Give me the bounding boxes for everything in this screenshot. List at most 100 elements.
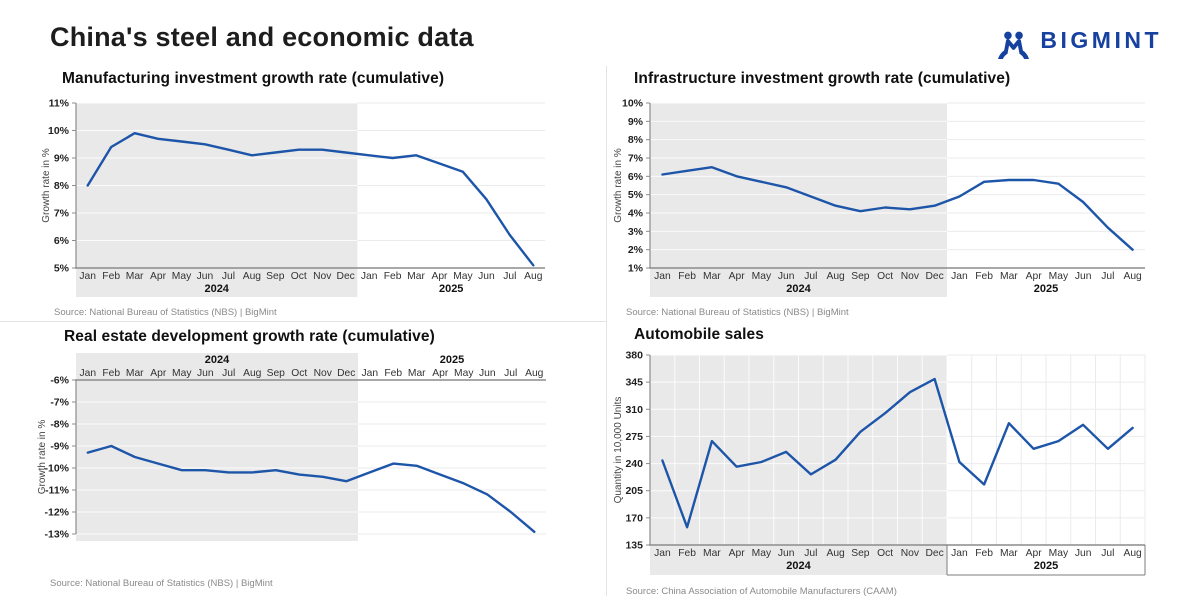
svg-text:Jun: Jun bbox=[479, 368, 496, 379]
svg-text:Jan: Jan bbox=[951, 548, 968, 559]
svg-text:-11%: -11% bbox=[45, 485, 70, 497]
svg-text:170: 170 bbox=[625, 512, 643, 524]
svg-text:Oct: Oct bbox=[877, 548, 893, 559]
svg-text:Jun: Jun bbox=[197, 271, 214, 282]
manufacturing-line-chart: 5% 6% 7% 8% 9% 10% 11% Jan Feb Mar Apr May Jun Jul Aug… bbox=[40, 95, 555, 304]
svg-text:2024: 2024 bbox=[205, 354, 230, 366]
svg-text:-8%: -8% bbox=[50, 419, 69, 431]
svg-text:Dec: Dec bbox=[337, 368, 355, 379]
svg-text:Aug: Aug bbox=[1123, 548, 1142, 559]
svg-text:380: 380 bbox=[625, 350, 643, 362]
svg-text:Jun: Jun bbox=[1075, 548, 1092, 559]
svg-text:7%: 7% bbox=[54, 208, 70, 220]
bigmint-logo-icon bbox=[998, 31, 1030, 59]
svg-text:Feb: Feb bbox=[384, 271, 402, 282]
svg-text:Growth rate in %: Growth rate in % bbox=[41, 148, 52, 223]
svg-text:9%: 9% bbox=[628, 116, 644, 128]
svg-text:Sep: Sep bbox=[851, 548, 870, 559]
bigmint-logo: BIGMINT bbox=[995, 22, 1162, 59]
svg-text:Jun: Jun bbox=[778, 548, 795, 559]
svg-text:6%: 6% bbox=[628, 171, 644, 183]
svg-text:2%: 2% bbox=[628, 244, 644, 256]
svg-text:Jun: Jun bbox=[478, 271, 495, 282]
svg-text:Mar: Mar bbox=[703, 271, 721, 282]
svg-text:Oct: Oct bbox=[877, 271, 893, 282]
svg-text:Jan: Jan bbox=[951, 271, 968, 282]
svg-text:7%: 7% bbox=[628, 153, 644, 165]
svg-text:2024: 2024 bbox=[204, 283, 229, 295]
svg-text:Oct: Oct bbox=[291, 271, 307, 282]
svg-text:240: 240 bbox=[625, 458, 643, 470]
svg-text:2025: 2025 bbox=[440, 354, 464, 366]
chart-title-manufacturing: Manufacturing investment growth rate (cu… bbox=[62, 70, 445, 87]
svg-text:Feb: Feb bbox=[384, 368, 402, 379]
svg-text:Feb: Feb bbox=[678, 271, 696, 282]
svg-text:May: May bbox=[1049, 548, 1069, 559]
svg-text:Jul: Jul bbox=[222, 271, 235, 282]
chart-source-infrastructure: Source: National Bureau of Statistics (N… bbox=[626, 307, 849, 318]
svg-text:Apr: Apr bbox=[729, 271, 746, 282]
svg-text:Nov: Nov bbox=[901, 271, 920, 282]
svg-text:2025: 2025 bbox=[439, 283, 463, 295]
svg-text:Dec: Dec bbox=[337, 271, 355, 282]
page-title: China's steel and economic data bbox=[50, 22, 474, 52]
svg-text:Dec: Dec bbox=[925, 548, 943, 559]
panel-automobile: Automobile sales 135 170 205 240 275 310 345 38… bbox=[612, 326, 1152, 597]
svg-text:Mar: Mar bbox=[126, 271, 144, 282]
svg-text:345: 345 bbox=[625, 377, 643, 389]
svg-text:May: May bbox=[752, 271, 772, 282]
svg-text:275: 275 bbox=[625, 431, 643, 443]
svg-text:Aug: Aug bbox=[524, 271, 543, 282]
svg-text:5%: 5% bbox=[54, 263, 70, 275]
svg-text:Apr: Apr bbox=[150, 368, 167, 379]
svg-text:-12%: -12% bbox=[44, 507, 69, 519]
svg-text:205: 205 bbox=[625, 485, 643, 497]
svg-text:Growth rate in %: Growth rate in % bbox=[613, 148, 624, 223]
chart-source-manufacturing: Source: National Bureau of Statistics (N… bbox=[54, 307, 277, 318]
svg-text:Mar: Mar bbox=[126, 368, 144, 379]
svg-text:May: May bbox=[172, 368, 192, 379]
chart-title-infrastructure: Infrastructure investment growth rate (c… bbox=[634, 70, 1011, 87]
svg-text:6%: 6% bbox=[54, 235, 70, 247]
vertical-divider bbox=[606, 66, 607, 596]
svg-text:Mar: Mar bbox=[1000, 548, 1018, 559]
svg-text:Nov: Nov bbox=[314, 368, 333, 379]
svg-text:Apr: Apr bbox=[1026, 548, 1043, 559]
horizontal-divider bbox=[0, 321, 606, 322]
svg-text:Nov: Nov bbox=[901, 548, 920, 559]
infrastructure-line-chart: 1% 2% 3% 4% 5% 6% 7% 8% 9% 10% Jan Feb Mar Apr May Jun J… bbox=[612, 95, 1152, 304]
svg-text:Feb: Feb bbox=[975, 548, 993, 559]
svg-text:Jan: Jan bbox=[654, 548, 671, 559]
svg-text:May: May bbox=[454, 368, 474, 379]
bigmint-logo-text: BIGMINT bbox=[1040, 27, 1162, 53]
svg-text:2024: 2024 bbox=[786, 283, 811, 295]
svg-text:Jan: Jan bbox=[79, 368, 96, 379]
svg-text:135: 135 bbox=[625, 540, 643, 552]
svg-text:Jun: Jun bbox=[1075, 271, 1092, 282]
svg-text:Feb: Feb bbox=[975, 271, 993, 282]
svg-text:Sep: Sep bbox=[266, 271, 285, 282]
svg-text:Jul: Jul bbox=[1101, 548, 1114, 559]
svg-text:Jun: Jun bbox=[197, 368, 214, 379]
svg-text:Jul: Jul bbox=[503, 271, 516, 282]
svg-text:2025: 2025 bbox=[1034, 283, 1058, 295]
svg-text:2025: 2025 bbox=[1034, 560, 1058, 572]
svg-text:-7%: -7% bbox=[50, 397, 69, 409]
chart-source-real-estate: Source: National Bureau of Statistics (N… bbox=[50, 578, 273, 589]
svg-text:Jan: Jan bbox=[361, 271, 378, 282]
svg-text:1%: 1% bbox=[628, 263, 644, 275]
svg-text:Apr: Apr bbox=[432, 368, 449, 379]
svg-text:Growth rate in %: Growth rate in % bbox=[37, 420, 48, 495]
svg-text:10%: 10% bbox=[48, 125, 70, 137]
svg-text:Aug: Aug bbox=[826, 548, 845, 559]
svg-text:Aug: Aug bbox=[1123, 271, 1142, 282]
svg-text:11%: 11% bbox=[49, 98, 70, 110]
svg-text:May: May bbox=[453, 271, 473, 282]
svg-text:Aug: Aug bbox=[826, 271, 845, 282]
svg-text:Apr: Apr bbox=[431, 271, 448, 282]
svg-text:May: May bbox=[752, 548, 772, 559]
automobile-line-chart: 135 170 205 240 275 310 345 380 Jan Feb Mar Apr May J… bbox=[612, 349, 1152, 584]
svg-text:-10%: -10% bbox=[44, 463, 69, 475]
svg-text:5%: 5% bbox=[628, 189, 644, 201]
svg-text:Sep: Sep bbox=[267, 368, 286, 379]
